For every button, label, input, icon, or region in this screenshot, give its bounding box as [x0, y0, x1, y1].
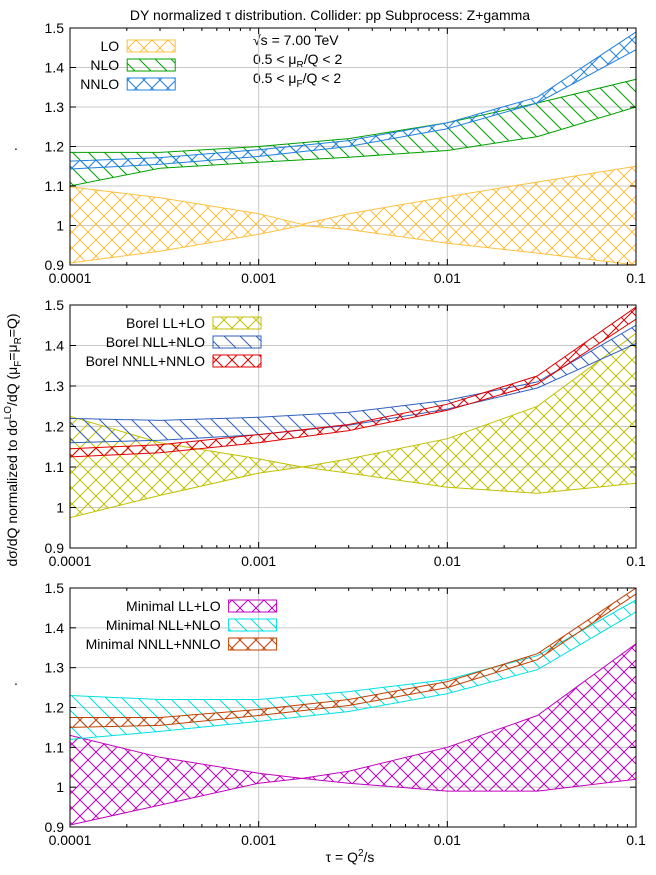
- y-tick-label: 1.2: [45, 700, 65, 716]
- legend-label: Borel NLL+NLO: [106, 334, 205, 350]
- y-tick-label: 1.1: [45, 739, 65, 755]
- legend-swatch: [228, 637, 278, 651]
- legend-swatch: [228, 599, 278, 613]
- y-tick-label: 1.2: [45, 419, 65, 435]
- x-tick-label: 0.1: [626, 553, 646, 569]
- y-tick-label: 0.9: [45, 540, 65, 556]
- y-tick-label: 1.3: [45, 660, 65, 676]
- y-tick-label: 1: [56, 500, 64, 516]
- y-tick-label: 1.4: [45, 60, 65, 76]
- legend-swatch: [126, 58, 176, 72]
- top-panel: LO NLO NNLO 0.0001 0.001 0.01 0.1 0.9 1 1.1 1.2 1.3…: [45, 20, 646, 286]
- legend-item-borel-ll-lo: Borel LL+LO: [126, 315, 262, 331]
- band-nnlo: [70, 31, 636, 170]
- legend-item-minimal-ll-lo: Minimal LL+LO: [126, 598, 278, 614]
- x-tick-label: 0.001: [241, 832, 276, 848]
- figure-title: DY normalized τ distribution. Collider: …: [130, 7, 530, 23]
- legend-item-nlo: NLO: [90, 57, 176, 73]
- legend-label: Minimal LL+LO: [126, 598, 221, 614]
- y-tick-label: 1.1: [45, 178, 65, 194]
- y-tick-label: 1: [56, 218, 64, 234]
- band-borel-nll-nlo: [70, 324, 636, 444]
- y-tick-label: 1.4: [45, 338, 65, 354]
- y-tick-label: 1.5: [45, 20, 65, 36]
- y-tick-label: 1.3: [45, 378, 65, 394]
- x-tick-label: 0.01: [434, 270, 461, 286]
- legend-swatch: [212, 316, 262, 330]
- legend-swatch: [126, 39, 176, 53]
- legend-swatch: [212, 335, 262, 349]
- middle-legend: Borel LL+LO Borel NLL+NLO Borel NNLL+NNLO: [86, 315, 262, 369]
- bottom-panel: Minimal LL+LO Minimal NLL+NLO Minimal NNLL…: [45, 580, 646, 848]
- legend-swatch: [228, 618, 278, 632]
- y-tick-label: 1.5: [45, 297, 65, 313]
- x-tick-label: 0.0001: [49, 270, 92, 286]
- x-tick-label: 0.001: [241, 270, 276, 286]
- legend-label: Minimal NLL+NLO: [106, 617, 221, 633]
- y-tick-label: 1.4: [45, 620, 65, 636]
- middle-axes: 0.0001 0.001 0.01 0.1 0.9 1 1.1 1.2 1.3 1.4 1.5: [45, 297, 646, 569]
- x-tick-label: 0.1: [626, 832, 646, 848]
- x-tick-label: 0.001: [241, 553, 276, 569]
- legend-item-nnlo: NNLO: [80, 76, 176, 92]
- legend-item-lo: LO: [101, 38, 176, 54]
- y-tick-label: 1.2: [45, 139, 65, 155]
- x-tick-label: 0.01: [434, 553, 461, 569]
- legend-swatch: [212, 354, 262, 368]
- legend-label: NNLO: [80, 76, 119, 92]
- legend-label: Minimal NNLL+NNLO: [86, 636, 221, 652]
- y-axis-label: dσ/dQ normalized to dσLO/dQ (μF=μR=Q): [3, 313, 24, 566]
- side-mark-bottom: .: [14, 672, 18, 688]
- x-tick-label: 0.0001: [49, 553, 92, 569]
- legend-label: LO: [101, 38, 120, 54]
- middle-bands: [70, 306, 636, 519]
- bottom-axes: 0.0001 0.001 0.01 0.1 0.9 1 1.1 1.2 1.3 1.4 1.5: [45, 580, 646, 848]
- top-axes: 0.0001 0.001 0.01 0.1 0.9 1 1.1 1.2 1.3 1.4 1.5: [45, 20, 646, 286]
- legend-label: NLO: [90, 57, 119, 73]
- band-lo: [70, 165, 636, 265]
- legend-swatch: [126, 77, 176, 91]
- band-borel-nnll-nnlo: [70, 306, 636, 458]
- annotation-mu-r: 0.5 < μR/Q < 2: [253, 51, 342, 71]
- y-tick-label: 1.1: [45, 459, 65, 475]
- x-axis-label: τ = Q2/s: [326, 848, 375, 865]
- x-tick-label: 0.01: [434, 832, 461, 848]
- band-minimal-nll-nlo: [70, 599, 636, 740]
- legend-item-borel-nll-nlo: Borel NLL+NLO: [106, 334, 262, 350]
- top-bands: [70, 31, 636, 265]
- x-tick-label: 0.1: [626, 270, 646, 286]
- band-borel-ll-lo: [70, 332, 636, 519]
- y-tick-label: 0.9: [45, 257, 65, 273]
- y-tick-label: 1.3: [45, 99, 65, 115]
- band-minimal-ll-lo: [70, 643, 636, 826]
- x-tick-label: 0.0001: [49, 832, 92, 848]
- legend-item-minimal-nnll-nnlo: Minimal NNLL+NNLO: [86, 636, 278, 652]
- y-tick-label: 1: [56, 779, 64, 795]
- side-mark-top: .: [14, 137, 18, 153]
- legend-label: Borel LL+LO: [126, 315, 205, 331]
- top-legend: LO NLO NNLO: [80, 38, 176, 92]
- bottom-legend: Minimal LL+LO Minimal NLL+NLO Minimal NNLL…: [86, 598, 278, 652]
- y-tick-label: 0.9: [45, 819, 65, 835]
- legend-label: Borel NNLL+NNLO: [86, 353, 206, 369]
- annotation-sqrt-s: √s = 7.00 TeV: [253, 32, 339, 48]
- legend-item-minimal-nll-nlo: Minimal NLL+NLO: [106, 617, 278, 633]
- y-tick-label: 1.5: [45, 580, 65, 596]
- band-minimal-nnll-nnlo: [70, 588, 636, 728]
- annotation-block: √s = 7.00 TeV 0.5 < μR/Q < 2 0.5 < μF/Q …: [253, 32, 342, 90]
- legend-item-borel-nnll-nnlo: Borel NNLL+NNLO: [86, 353, 262, 369]
- bottom-bands: [70, 588, 636, 826]
- annotation-mu-f: 0.5 < μF/Q < 2: [253, 70, 341, 90]
